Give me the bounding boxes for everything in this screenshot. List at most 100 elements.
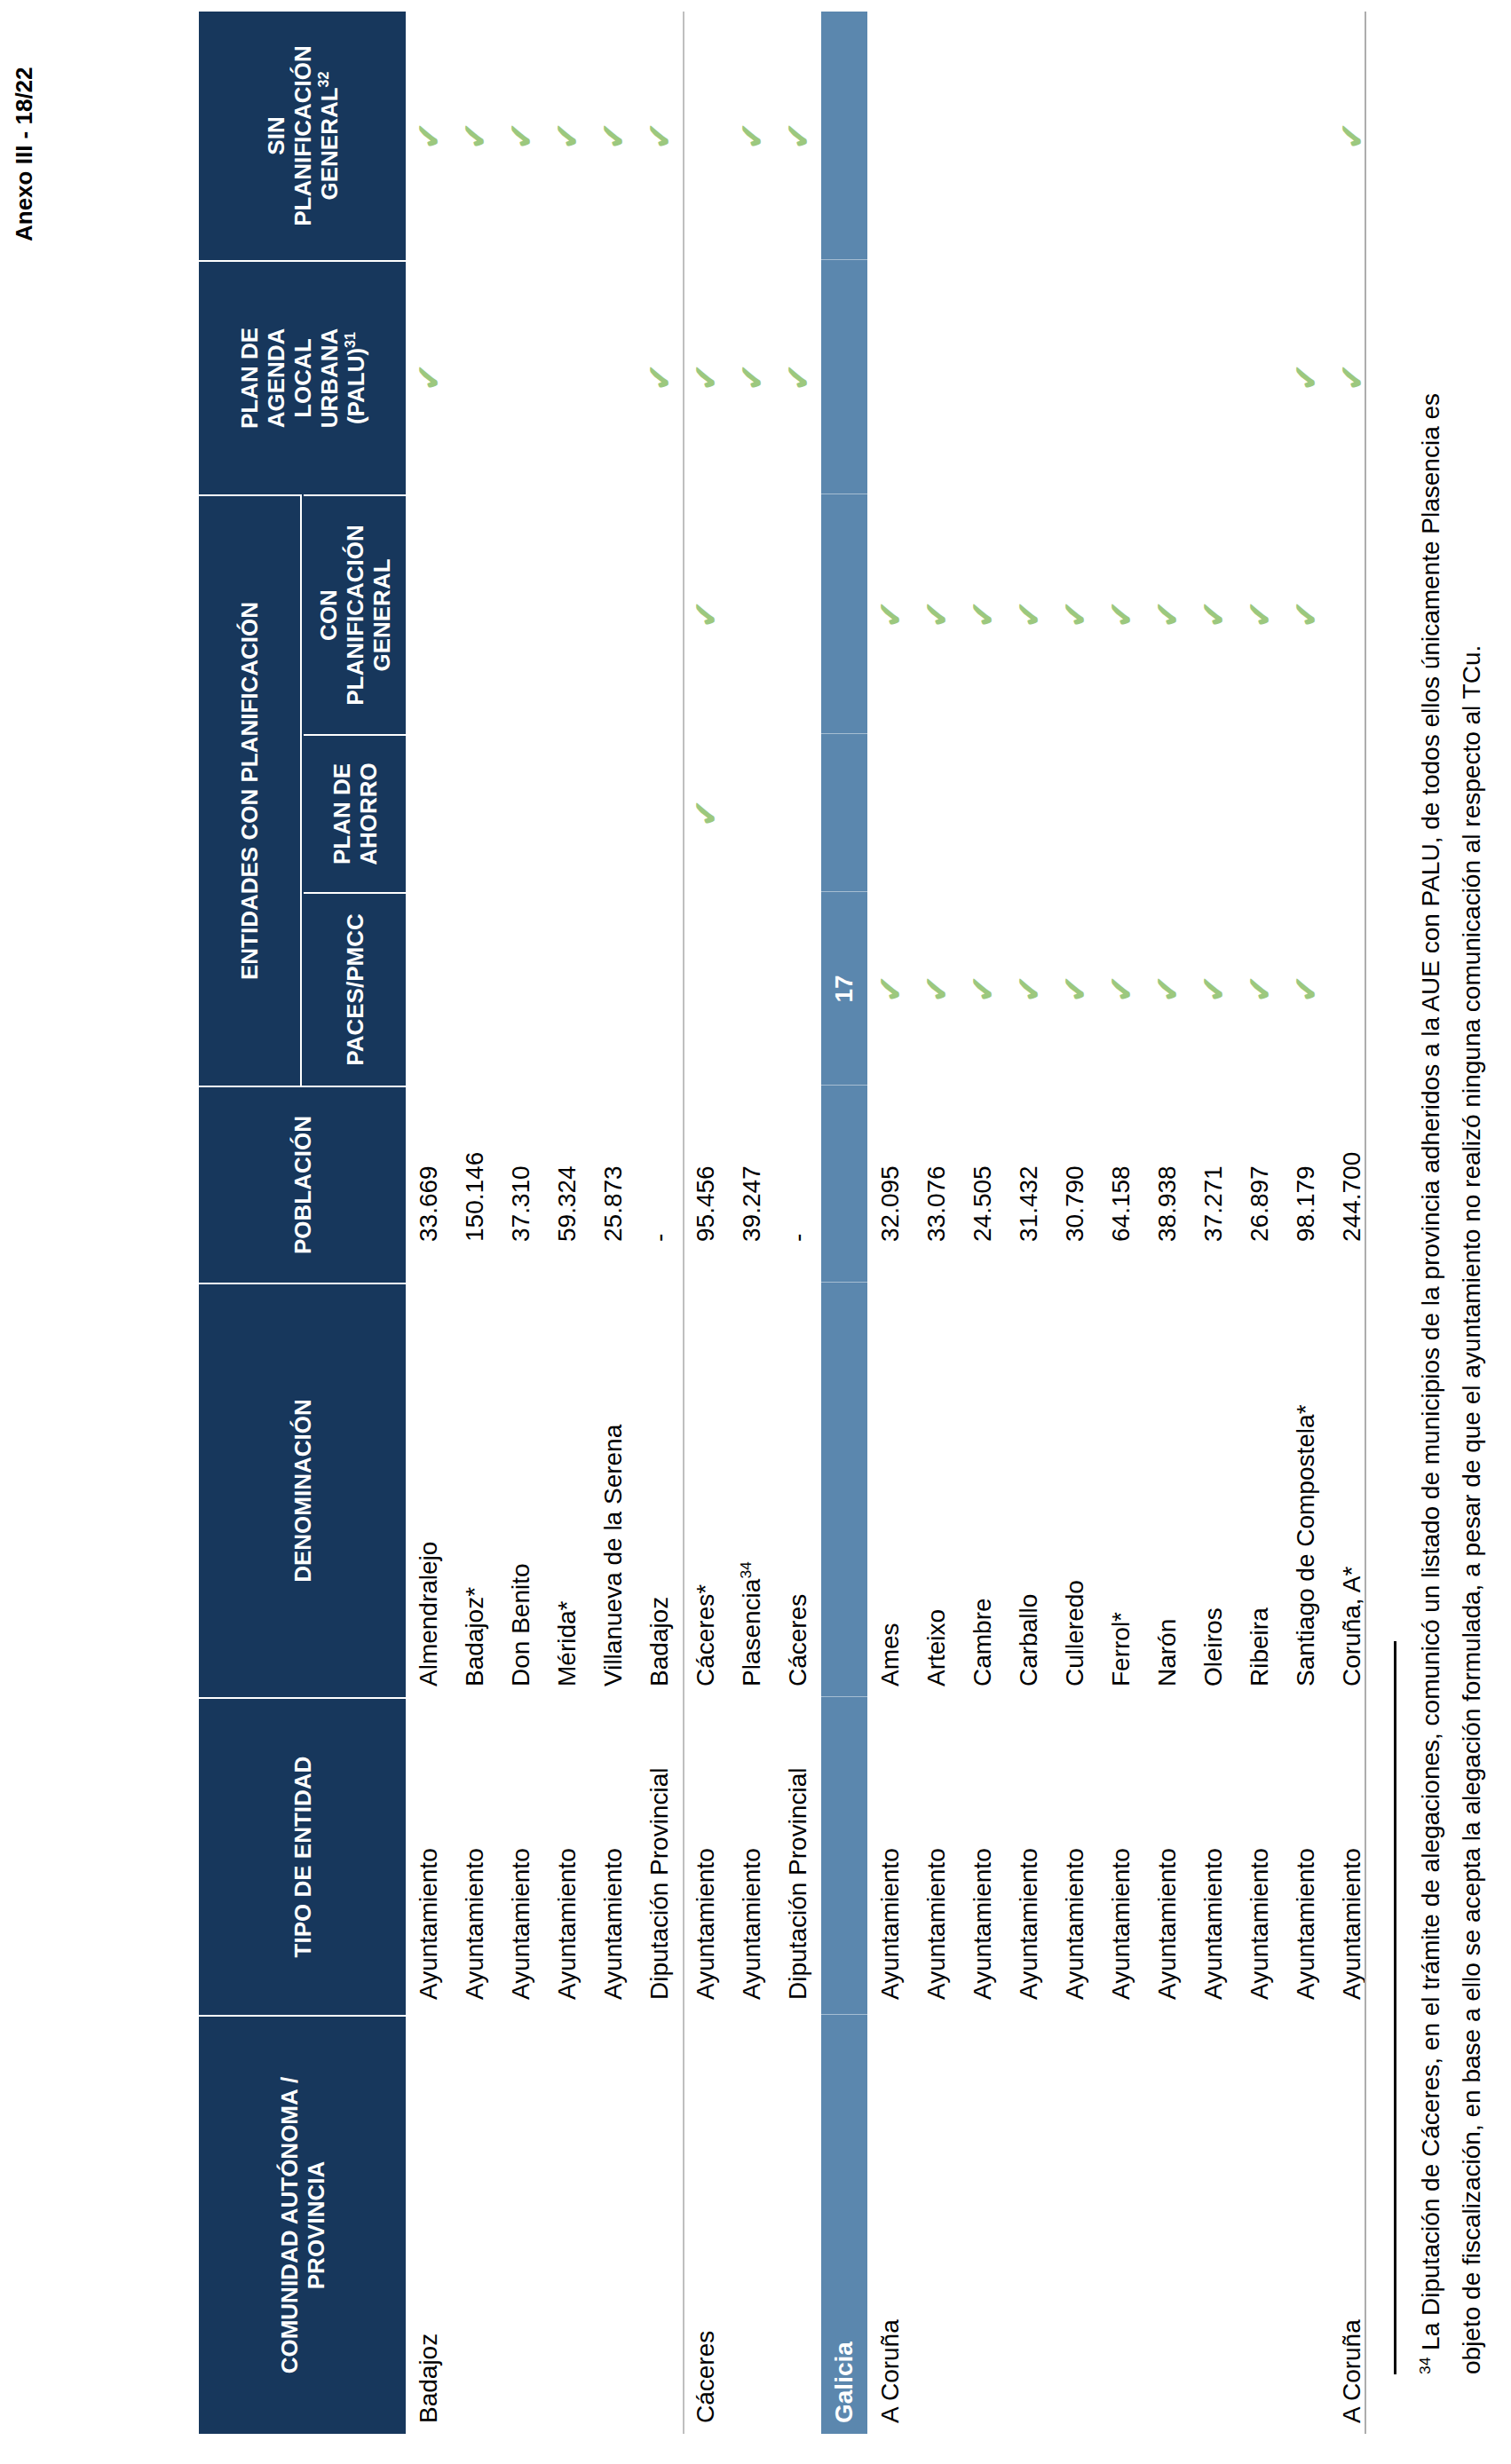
population-cell: 31.432 bbox=[1006, 1086, 1052, 1283]
entity-type-cell: Ayuntamiento bbox=[1098, 1697, 1144, 2015]
sin-planificacion-check-cell bbox=[683, 12, 729, 260]
footnote-rule bbox=[1394, 1641, 1396, 2374]
sin-planificacion-check-cell: ✔ bbox=[452, 12, 498, 260]
header-tipo-label: TIPO DE ENTIDAD bbox=[289, 1757, 316, 1958]
galicia-region-label: Galicia bbox=[821, 2342, 867, 2423]
paces-check-cell bbox=[498, 892, 544, 1086]
header-conplan-line1: CON bbox=[315, 589, 342, 641]
sin-planificacion-check-cell bbox=[1098, 12, 1144, 260]
province-cell bbox=[590, 2015, 637, 2434]
plan-ahorro-check-cell bbox=[729, 734, 775, 892]
sin-planificacion-check-cell: ✔ bbox=[1329, 12, 1375, 260]
palu-check-cell: ✔ bbox=[1283, 260, 1329, 494]
entity-type-cell: Ayuntamiento bbox=[544, 1697, 590, 2015]
paces-check-cell: ✔ bbox=[1283, 892, 1329, 1086]
header-sin-line1: SIN bbox=[263, 116, 289, 154]
paces-check-cell: ✔ bbox=[1237, 892, 1283, 1086]
denomination-cell: Culleredo bbox=[1052, 1283, 1098, 1697]
con-planificacion-check-cell: ✔ bbox=[914, 494, 960, 734]
plan-ahorro-check-cell bbox=[1237, 734, 1283, 892]
plan-ahorro-check-cell bbox=[1191, 734, 1237, 892]
entity-type-cell: Ayuntamiento bbox=[1052, 1697, 1098, 2015]
header-denominacion: DENOMINACIÓN bbox=[199, 1283, 406, 1697]
con-planificacion-check-cell bbox=[1329, 494, 1375, 734]
con-planificacion-check-cell: ✔ bbox=[1144, 494, 1191, 734]
population-cell: 37.310 bbox=[498, 1086, 544, 1283]
population-cell: 39.247 bbox=[729, 1086, 775, 1283]
paces-check-cell: ✔ bbox=[1191, 892, 1237, 1086]
entity-type-cell: Ayuntamiento bbox=[1191, 1697, 1237, 2015]
palu-check-cell bbox=[960, 260, 1006, 494]
denomination-cell: Ames bbox=[867, 1283, 914, 1697]
denomination-cell: Don Benito bbox=[498, 1283, 544, 1697]
province-cell bbox=[637, 2015, 683, 2434]
band-grid-sep bbox=[821, 1696, 867, 1697]
paces-check-cell: ✔ bbox=[914, 892, 960, 1086]
header-poblacion: POBLACIÓN bbox=[199, 1086, 406, 1283]
plan-ahorro-check-cell bbox=[1098, 734, 1144, 892]
table-edge-border bbox=[1365, 12, 1366, 2434]
sin-planificacion-check-cell bbox=[1237, 12, 1283, 260]
con-planificacion-check-cell: ✔ bbox=[1006, 494, 1052, 734]
paces-check-cell bbox=[590, 892, 637, 1086]
paces-check-cell bbox=[452, 892, 498, 1086]
plan-ahorro-check-cell bbox=[867, 734, 914, 892]
population-cell: 38.938 bbox=[1144, 1086, 1191, 1283]
con-planificacion-check-cell: ✔ bbox=[1191, 494, 1237, 734]
province-cell bbox=[775, 2015, 821, 2434]
denomination-cell: Cambre bbox=[960, 1283, 1006, 1697]
population-cell: 59.324 bbox=[544, 1086, 590, 1283]
sin-planificacion-check-cell: ✔ bbox=[544, 12, 590, 260]
palu-check-cell: ✔ bbox=[775, 260, 821, 494]
header-palu-line5: (PALU)31 bbox=[343, 332, 369, 424]
con-planificacion-check-cell bbox=[544, 494, 590, 734]
sin-planificacion-check-cell: ✔ bbox=[729, 12, 775, 260]
province-cell bbox=[498, 2015, 544, 2434]
plan-ahorro-check-cell bbox=[452, 734, 498, 892]
plan-ahorro-check-cell bbox=[1144, 734, 1191, 892]
paces-check-cell: ✔ bbox=[867, 892, 914, 1086]
header-plan-de-ahorro: PLAN DE AHORRO bbox=[304, 734, 406, 892]
palu-check-cell bbox=[1052, 260, 1098, 494]
province-cell: Badajoz bbox=[406, 2015, 452, 2434]
province-cell bbox=[1283, 2015, 1329, 2434]
header-entidades-group: ENTIDADES CON PLANIFICACIÓN bbox=[199, 494, 302, 1086]
con-planificacion-check-cell: ✔ bbox=[683, 494, 729, 734]
table-row: Ayuntamiento Santiago de Compostela* 98.… bbox=[1283, 12, 1329, 2434]
province-cell bbox=[544, 2015, 590, 2434]
footnote-marker: 34 bbox=[1416, 2357, 1434, 2374]
band-grid-sep bbox=[821, 733, 867, 734]
population-cell: 64.158 bbox=[1098, 1086, 1144, 1283]
con-planificacion-check-cell bbox=[775, 494, 821, 734]
galicia-region-band: Galicia 17 bbox=[821, 12, 867, 2434]
sin-planificacion-check-cell bbox=[867, 12, 914, 260]
plan-ahorro-check-cell bbox=[1052, 734, 1098, 892]
paces-check-cell bbox=[683, 892, 729, 1086]
population-cell: 24.505 bbox=[960, 1086, 1006, 1283]
plan-ahorro-check-cell bbox=[960, 734, 1006, 892]
palu-check-cell: ✔ bbox=[637, 260, 683, 494]
header-denominacion-label: DENOMINACIÓN bbox=[289, 1399, 316, 1583]
header-comunidad-line2: PROVINCIA bbox=[303, 2161, 329, 2289]
population-cell: 150.146 bbox=[452, 1086, 498, 1283]
header-ahorro-line2: AHORRO bbox=[355, 762, 382, 865]
palu-check-cell bbox=[544, 260, 590, 494]
province-cell: Cáceres bbox=[683, 2015, 729, 2434]
header-ahorro-line1: PLAN DE bbox=[328, 763, 355, 865]
footnote-line-2: objeto de fiscalización, en base a ello … bbox=[1458, 0, 1486, 2374]
province-cell: A Coruña bbox=[867, 2015, 914, 2434]
footnote-text-2: objeto de fiscalización, en base a ello … bbox=[1458, 645, 1485, 2374]
table-row: Ayuntamiento Don Benito 37.310 ✔ bbox=[498, 12, 544, 2434]
denomination-cell: Coruña, A* bbox=[1329, 1283, 1375, 1697]
population-cell: - bbox=[637, 1086, 683, 1283]
footnote-text-1: La Diputación de Cáceres, en el trámite … bbox=[1417, 393, 1444, 2357]
palu-check-cell: ✔ bbox=[406, 260, 452, 494]
entity-type-cell: Ayuntamiento bbox=[729, 1697, 775, 2015]
entity-type-cell: Ayuntamiento bbox=[498, 1697, 544, 2015]
entity-type-cell: Ayuntamiento bbox=[1144, 1697, 1191, 2015]
entity-type-cell: Ayuntamiento bbox=[914, 1697, 960, 2015]
population-cell: 30.790 bbox=[1052, 1086, 1098, 1283]
table-row: Ayuntamiento Narón 38.938 ✔ ✔ bbox=[1144, 12, 1191, 2434]
plan-ahorro-check-cell bbox=[544, 734, 590, 892]
plan-ahorro-check-cell bbox=[1283, 734, 1329, 892]
